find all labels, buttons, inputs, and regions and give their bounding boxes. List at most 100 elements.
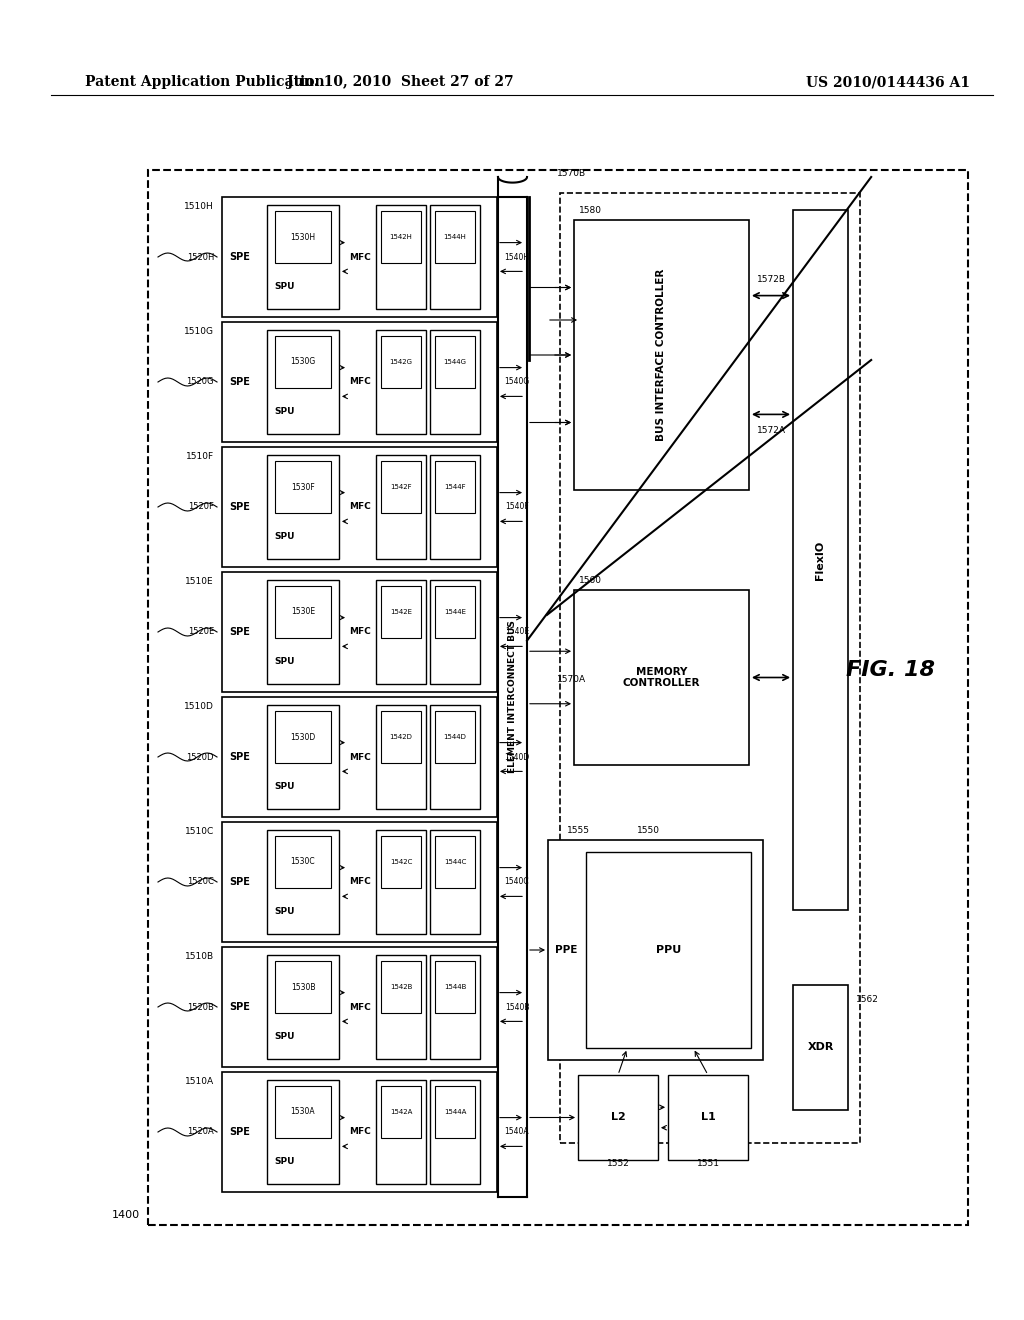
FancyBboxPatch shape xyxy=(267,330,339,434)
FancyBboxPatch shape xyxy=(435,1086,475,1138)
Text: 1510H: 1510H xyxy=(184,202,214,211)
Text: 1520A: 1520A xyxy=(187,1127,214,1137)
FancyBboxPatch shape xyxy=(430,205,480,309)
FancyBboxPatch shape xyxy=(430,330,480,434)
Text: 1550: 1550 xyxy=(637,826,659,836)
Text: BUS INTERFACE CONTROLLER: BUS INTERFACE CONTROLLER xyxy=(656,269,667,441)
Text: L1: L1 xyxy=(700,1113,716,1122)
Text: Patent Application Publication: Patent Application Publication xyxy=(85,75,325,88)
Text: 1540C: 1540C xyxy=(505,878,529,887)
FancyBboxPatch shape xyxy=(267,205,339,309)
Text: 1540E: 1540E xyxy=(505,627,529,636)
FancyBboxPatch shape xyxy=(381,711,421,763)
FancyBboxPatch shape xyxy=(222,822,497,942)
Text: 1562: 1562 xyxy=(856,995,879,1005)
Text: SPU: SPU xyxy=(274,781,295,791)
Text: SPU: SPU xyxy=(274,907,295,916)
Text: SPE: SPE xyxy=(229,627,251,638)
Text: ELEMENT INTERCONNECT BUS: ELEMENT INTERCONNECT BUS xyxy=(508,620,517,774)
FancyBboxPatch shape xyxy=(430,954,480,1059)
Text: SPE: SPE xyxy=(229,1002,251,1012)
FancyBboxPatch shape xyxy=(548,840,763,1060)
Text: SPU: SPU xyxy=(274,532,295,541)
Text: 1540D: 1540D xyxy=(505,752,529,762)
Text: 1530C: 1530C xyxy=(291,858,315,866)
Text: 1544E: 1544E xyxy=(444,609,466,615)
Text: L2: L2 xyxy=(610,1113,626,1122)
FancyBboxPatch shape xyxy=(381,961,421,1012)
Text: Jun. 10, 2010  Sheet 27 of 27: Jun. 10, 2010 Sheet 27 of 27 xyxy=(287,75,513,88)
Text: PPE: PPE xyxy=(555,945,578,954)
FancyBboxPatch shape xyxy=(430,1080,480,1184)
FancyBboxPatch shape xyxy=(376,205,426,309)
Text: SPU: SPU xyxy=(274,281,295,290)
FancyBboxPatch shape xyxy=(578,1074,658,1160)
FancyBboxPatch shape xyxy=(435,337,475,388)
Text: MFC: MFC xyxy=(349,503,371,511)
Text: 1510B: 1510B xyxy=(185,952,214,961)
FancyBboxPatch shape xyxy=(376,579,426,684)
FancyBboxPatch shape xyxy=(435,711,475,763)
Text: 1552: 1552 xyxy=(606,1159,630,1168)
Text: MFC: MFC xyxy=(349,378,371,387)
Text: US 2010/0144436 A1: US 2010/0144436 A1 xyxy=(806,75,970,88)
FancyBboxPatch shape xyxy=(267,579,339,684)
FancyBboxPatch shape xyxy=(275,836,331,888)
FancyBboxPatch shape xyxy=(435,586,475,638)
Text: MFC: MFC xyxy=(349,252,371,261)
Text: PPU: PPU xyxy=(656,945,681,954)
FancyBboxPatch shape xyxy=(275,1086,331,1138)
Text: MFC: MFC xyxy=(349,627,371,636)
FancyBboxPatch shape xyxy=(560,193,860,1143)
FancyBboxPatch shape xyxy=(381,211,421,263)
FancyBboxPatch shape xyxy=(793,985,848,1110)
Text: 1540A: 1540A xyxy=(505,1127,529,1137)
FancyBboxPatch shape xyxy=(222,447,497,568)
FancyBboxPatch shape xyxy=(376,1080,426,1184)
FancyBboxPatch shape xyxy=(376,954,426,1059)
Text: 1530F: 1530F xyxy=(291,483,314,491)
Text: 1542F: 1542F xyxy=(390,484,412,490)
FancyBboxPatch shape xyxy=(267,1080,339,1184)
Text: SPE: SPE xyxy=(229,1127,251,1137)
FancyBboxPatch shape xyxy=(222,1072,497,1192)
Text: SPE: SPE xyxy=(229,752,251,762)
FancyBboxPatch shape xyxy=(376,330,426,434)
FancyBboxPatch shape xyxy=(381,337,421,388)
FancyBboxPatch shape xyxy=(435,461,475,513)
Text: 1530B: 1530B xyxy=(291,982,315,991)
Text: MEMORY
CONTROLLER: MEMORY CONTROLLER xyxy=(623,667,700,688)
FancyBboxPatch shape xyxy=(376,455,426,558)
FancyBboxPatch shape xyxy=(381,836,421,888)
FancyBboxPatch shape xyxy=(275,461,331,513)
Text: 1540F: 1540F xyxy=(505,503,528,511)
FancyBboxPatch shape xyxy=(267,455,339,558)
Text: SPE: SPE xyxy=(229,378,251,387)
Text: SPU: SPU xyxy=(274,407,295,416)
FancyBboxPatch shape xyxy=(222,322,497,442)
Text: SPU: SPU xyxy=(274,1156,295,1166)
Text: 1520D: 1520D xyxy=(186,752,214,762)
FancyBboxPatch shape xyxy=(376,830,426,935)
Text: 1510C: 1510C xyxy=(184,828,214,836)
FancyBboxPatch shape xyxy=(267,830,339,935)
Text: 1560: 1560 xyxy=(579,576,602,585)
Text: 1580: 1580 xyxy=(579,206,602,215)
Text: 1530E: 1530E xyxy=(291,607,315,616)
Text: 1540B: 1540B xyxy=(505,1002,529,1011)
Text: 1540H: 1540H xyxy=(505,252,529,261)
Text: 1510E: 1510E xyxy=(185,577,214,586)
FancyBboxPatch shape xyxy=(668,1074,748,1160)
Text: 1544D: 1544D xyxy=(443,734,467,741)
Text: 1530A: 1530A xyxy=(291,1107,315,1117)
Text: 1540G: 1540G xyxy=(505,378,529,387)
FancyBboxPatch shape xyxy=(267,954,339,1059)
FancyBboxPatch shape xyxy=(430,830,480,935)
Text: 1530D: 1530D xyxy=(291,733,315,742)
Text: 1520H: 1520H xyxy=(186,252,214,261)
Text: 1542D: 1542D xyxy=(389,734,413,741)
Text: SPU: SPU xyxy=(274,1032,295,1040)
Text: 1520E: 1520E xyxy=(187,627,214,636)
Text: FlexIO: FlexIO xyxy=(815,540,825,579)
Text: SPE: SPE xyxy=(229,876,251,887)
